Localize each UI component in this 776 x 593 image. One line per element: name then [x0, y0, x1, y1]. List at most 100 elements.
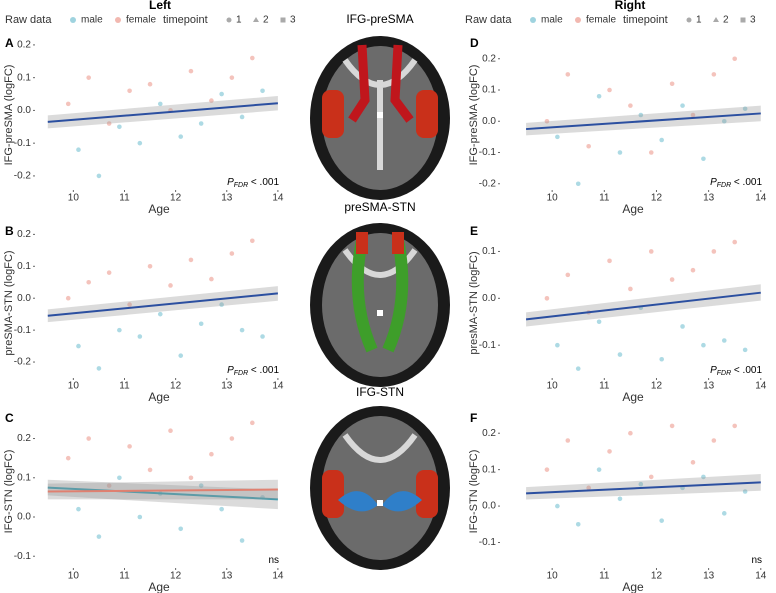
- y-tick-label: -0.2: [14, 357, 32, 368]
- data-point: [575, 181, 581, 187]
- data-point: [65, 295, 71, 301]
- data-point: [721, 511, 727, 516]
- brain-title: IFG-preSMA: [346, 12, 413, 26]
- annotation-text: ns: [268, 555, 279, 566]
- brain-title: IFG-STN: [356, 385, 404, 399]
- x-axis-label: Age: [622, 202, 644, 216]
- data-point: [209, 98, 214, 103]
- data-point: [711, 438, 717, 443]
- x-tick-label: 14: [272, 571, 284, 582]
- data-point: [250, 238, 255, 244]
- annotation-p: P: [710, 365, 717, 376]
- data-point: [250, 55, 255, 61]
- annotation: PFDR < .001: [227, 177, 279, 189]
- column-title: Left: [149, 0, 171, 12]
- data-point: [690, 112, 696, 118]
- legend-marker: [70, 17, 76, 23]
- data-point: [86, 279, 91, 285]
- data-point: [219, 302, 224, 307]
- y-tick-label: 0.0: [17, 293, 31, 304]
- x-tick-label: 12: [170, 571, 182, 582]
- x-tick-label: 13: [703, 381, 715, 392]
- y-axis-label: presMA-STN (logFC): [468, 251, 480, 354]
- column-title: Right: [615, 0, 646, 12]
- y-axis-label: IFG-STN (logFC): [3, 450, 15, 534]
- data-point: [732, 56, 738, 62]
- x-tick-label: 13: [703, 571, 715, 582]
- legend-marker: [740, 17, 746, 23]
- data-point: [76, 506, 81, 512]
- y-tick-label: -0.1: [14, 138, 32, 149]
- y-axis-label: IFG-preSMA (logFC): [468, 65, 480, 166]
- data-point: [168, 428, 173, 433]
- data-point: [127, 444, 132, 449]
- data-point: [178, 134, 184, 139]
- annotation-text: < .001: [248, 365, 279, 376]
- x-tick-label: 14: [272, 381, 284, 392]
- legend-label: female: [586, 15, 616, 26]
- fit-line: [47, 486, 278, 501]
- data-point: [147, 263, 153, 269]
- panel-label: B: [5, 224, 14, 238]
- data-point: [680, 103, 685, 108]
- x-tick-label: 14: [755, 193, 767, 204]
- data-point: [544, 296, 550, 301]
- y-tick-label: -0.2: [14, 171, 32, 182]
- x-axis-label: Age: [622, 390, 644, 404]
- fit-line: [47, 488, 278, 493]
- data-point: [596, 467, 602, 472]
- data-point: [732, 239, 738, 245]
- annotation-p: P: [227, 177, 234, 188]
- panel-label: D: [470, 36, 479, 50]
- x-tick-label: 10: [68, 571, 80, 582]
- data-point: [96, 173, 102, 179]
- fit-line: [47, 102, 278, 123]
- legend-marker: [713, 17, 719, 22]
- data-point: [198, 483, 204, 488]
- data-point: [188, 257, 194, 263]
- data-point: [117, 124, 122, 130]
- data-point: [106, 270, 112, 275]
- fit-line: [525, 291, 761, 321]
- data-point: [690, 267, 696, 273]
- data-point: [628, 103, 633, 108]
- data-point: [250, 420, 255, 426]
- y-tick-label: -0.2: [479, 178, 497, 189]
- annotation: PFDR < .001: [227, 365, 279, 377]
- x-tick-label: 12: [170, 381, 182, 392]
- data-point: [198, 321, 204, 327]
- data-point: [76, 147, 81, 153]
- data-point: [65, 455, 71, 461]
- data-point: [659, 356, 664, 362]
- annotation: PFDR < .001: [710, 177, 762, 189]
- brain-image: [310, 223, 450, 387]
- x-tick-label: 10: [68, 193, 80, 204]
- data-point: [555, 134, 560, 140]
- x-tick-label: 10: [68, 381, 80, 392]
- x-tick-label: 14: [272, 193, 284, 204]
- data-point: [76, 343, 81, 349]
- y-tick-label: 0.0: [482, 293, 496, 304]
- legend-title: Raw data: [465, 14, 512, 26]
- legend-label: 2: [263, 15, 269, 26]
- data-point: [742, 347, 748, 353]
- legend-title: timepoint: [163, 14, 208, 26]
- y-tick-label: 0.1: [17, 72, 31, 83]
- data-point: [96, 366, 102, 371]
- data-point: [669, 277, 675, 282]
- panel-label: A: [5, 36, 14, 50]
- y-tick-label: 0.2: [17, 40, 31, 51]
- y-tick-label: -0.1: [479, 147, 497, 158]
- data-point: [648, 474, 654, 480]
- data-point: [555, 342, 560, 348]
- x-tick-label: 11: [599, 571, 610, 582]
- data-point: [188, 68, 194, 74]
- data-point: [127, 88, 132, 94]
- data-point: [178, 526, 184, 532]
- x-axis-label: Age: [622, 580, 644, 593]
- annotation-sub: FDR: [234, 370, 248, 377]
- data-point: [157, 101, 163, 107]
- data-point: [157, 311, 163, 317]
- data-point: [617, 150, 623, 155]
- x-tick-label: 12: [651, 381, 663, 392]
